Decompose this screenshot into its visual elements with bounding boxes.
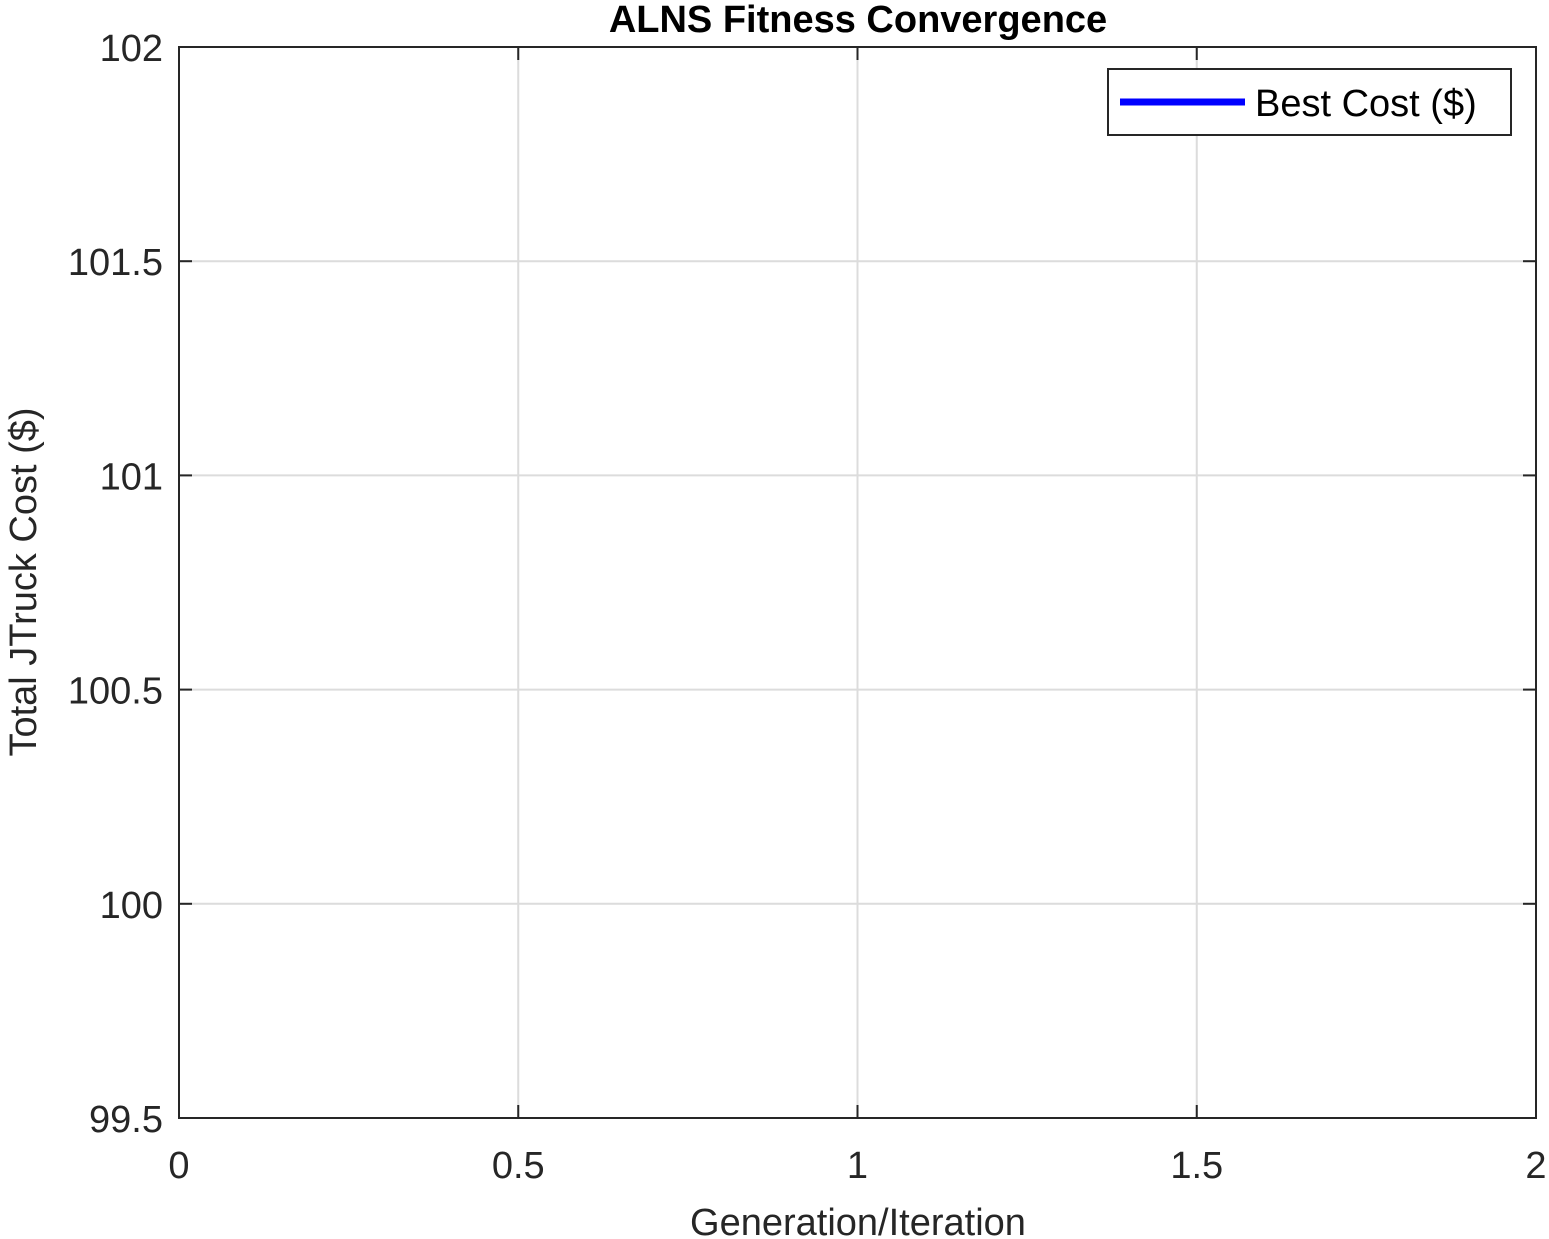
y-tick-label: 100.5 — [68, 671, 163, 713]
y-tick-label: 99.5 — [89, 1099, 163, 1141]
x-tick-labels: 0 0.5 1 1.5 2 — [168, 1145, 1546, 1187]
legend: Best Cost ($) — [1107, 68, 1512, 136]
y-tick-label: 102 — [100, 28, 163, 70]
x-axis-label: Generation/Iteration — [690, 1202, 1026, 1239]
legend-label: Best Cost ($) — [1255, 83, 1477, 125]
x-tick-label: 0 — [168, 1145, 189, 1187]
x-tick-label: 1.5 — [1170, 1145, 1223, 1187]
x-tick-label: 2 — [1525, 1145, 1546, 1187]
axis-ticks — [178, 46, 1537, 1119]
y-axis-label: Total JTruck Cost ($) — [3, 407, 45, 756]
x-tick-label: 0.5 — [492, 1145, 545, 1187]
y-tick-label: 101 — [100, 456, 163, 498]
y-tick-label: 100 — [100, 885, 163, 927]
chart-title: ALNS Fitness Convergence — [609, 0, 1107, 41]
y-tick-label: 101.5 — [68, 242, 163, 284]
x-tick-label: 1 — [847, 1145, 868, 1187]
grid-lines — [179, 47, 1536, 1118]
y-tick-labels: 99.5 100 100.5 101 101.5 102 — [68, 28, 163, 1141]
